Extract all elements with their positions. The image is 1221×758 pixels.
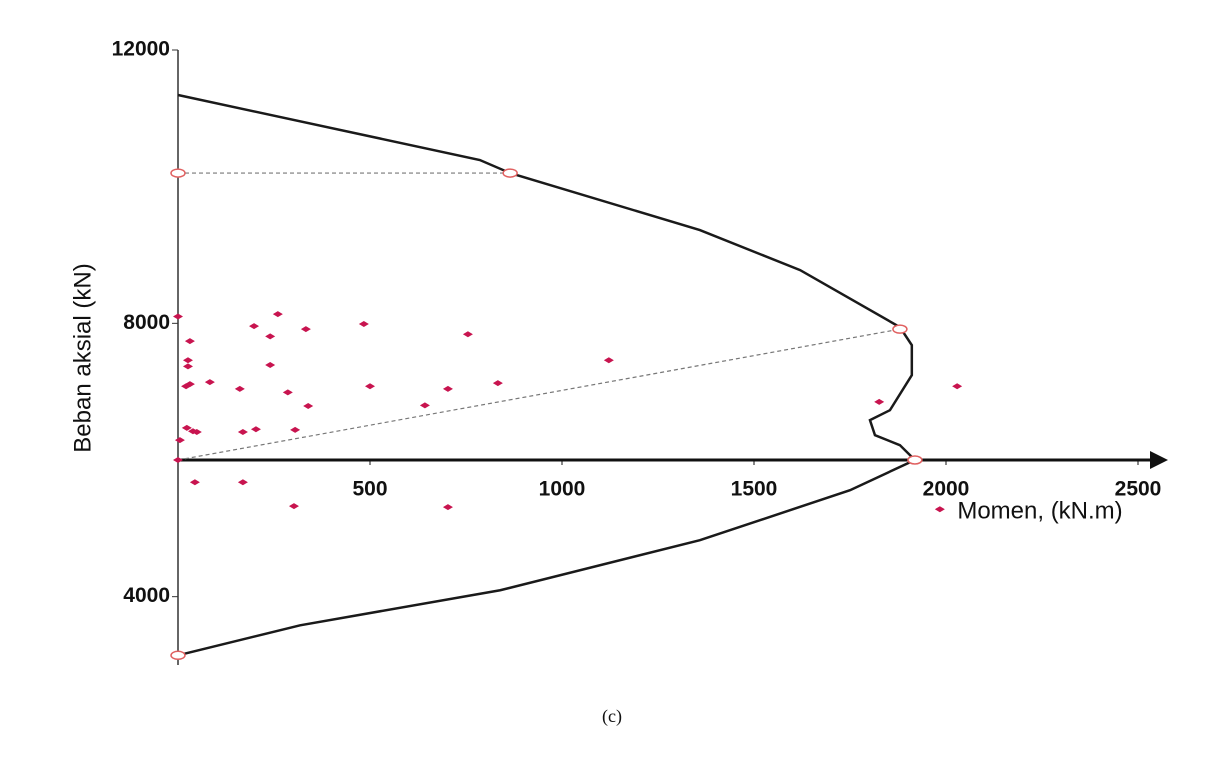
load-point [250, 426, 261, 433]
y-axis-label: Beban aksial (kN) [69, 263, 96, 452]
load-point [492, 380, 503, 387]
load-point [184, 381, 195, 388]
x-axis-arrow [1150, 451, 1168, 469]
load-point [181, 424, 192, 431]
y-tick-label: 12000 [112, 38, 170, 61]
load-point [182, 357, 193, 364]
load-point [191, 428, 202, 435]
key-point [502, 168, 518, 178]
load-point [189, 479, 200, 486]
load-point [874, 398, 885, 405]
load-point [934, 506, 945, 513]
load-point [174, 437, 185, 444]
x-tick-label: 500 [352, 478, 387, 501]
load-point [288, 503, 299, 510]
load-point [442, 385, 453, 392]
load-point [300, 326, 311, 333]
load-point [358, 321, 369, 328]
key-point [170, 168, 186, 178]
load-point [173, 313, 183, 320]
load-point [365, 383, 375, 390]
key-point [170, 650, 186, 661]
load-point [184, 338, 195, 345]
x-tick-label: 1000 [539, 478, 586, 501]
load-point [204, 379, 215, 386]
y-tick-label: 4000 [123, 584, 170, 607]
key-point [907, 455, 923, 465]
load-point [282, 389, 293, 396]
load-point [265, 333, 276, 340]
guide-line [177, 172, 901, 461]
x-tick-label: 2000 [923, 478, 970, 501]
load-point [442, 504, 453, 511]
load-point [303, 403, 314, 410]
x-axis-label: Momen, (kN.m) [957, 497, 1122, 524]
load-point [237, 479, 248, 486]
y-tick-label: 8000 [123, 311, 170, 334]
load-point [173, 457, 183, 463]
x-tick-label: 1500 [731, 478, 778, 501]
load-point [272, 311, 283, 318]
load-point [234, 385, 245, 392]
x-tick-label: 2500 [1115, 478, 1162, 501]
load-point [265, 362, 276, 369]
key-point [892, 324, 908, 334]
load-point [290, 426, 301, 433]
interaction-curve [177, 93, 916, 657]
load-point [419, 402, 430, 409]
caption: (c) [602, 706, 622, 727]
load-point [603, 357, 614, 364]
load-point [462, 331, 473, 338]
load-point [249, 323, 260, 330]
load-point [182, 363, 193, 370]
load-point [237, 428, 248, 435]
load-point [952, 383, 963, 390]
